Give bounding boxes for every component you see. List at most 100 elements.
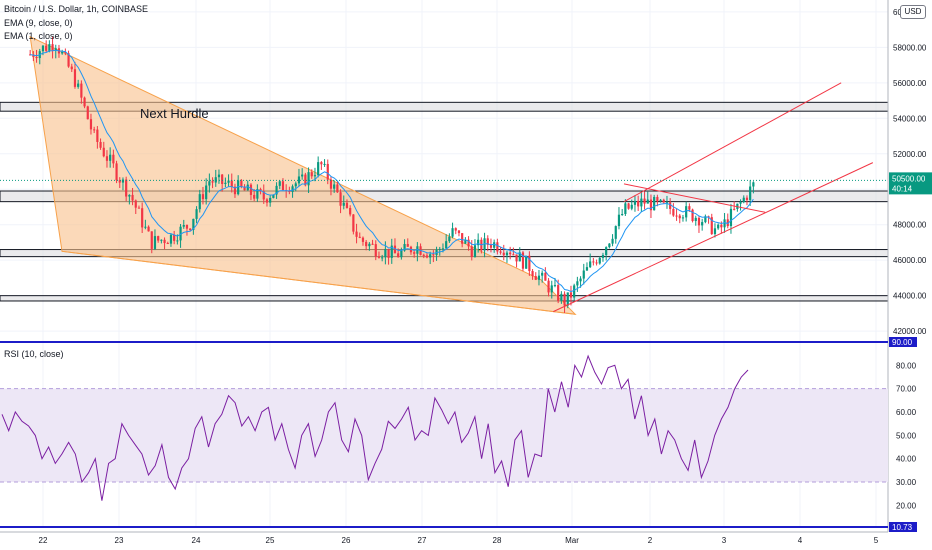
candle-body [659,199,662,202]
candle-body [585,267,589,271]
candle-body [269,197,272,203]
candle-body [675,215,678,217]
candle-body [566,292,569,306]
candle-body [176,240,179,242]
candle-body [224,182,227,184]
candle-body [333,184,336,189]
wedge-lower-line [61,250,576,315]
currency-badge[interactable]: USD [900,5,926,19]
candle-body [614,226,617,239]
candle-body [605,247,608,256]
candle-body [665,202,669,204]
time-tick-label: Mar [565,536,579,545]
candle-body [563,293,566,306]
candle-body [326,163,329,180]
candle-body [483,238,486,251]
candle-body [249,184,253,195]
rsi-label[interactable]: RSI (10, close) [4,349,64,359]
candle-body [713,228,717,235]
candle-body [544,272,547,281]
candle-body [464,239,467,244]
candle-body [729,208,733,227]
candle-body [534,276,537,280]
candle-body [214,177,217,183]
candle-body [390,245,393,258]
price-tick-label: 56000.00 [893,79,927,88]
candle-body [688,206,691,210]
time-tick-label: 24 [192,536,201,545]
candle-body [157,236,160,241]
time-tick-label: 23 [115,536,124,545]
candle-body [387,248,390,258]
candle-body [521,252,525,269]
candle-body [41,45,45,52]
candle-body [70,66,73,70]
candle-body [307,172,310,186]
rsi-tick-label: 40.00 [896,455,917,464]
candle-body [621,214,624,216]
candle-body [83,97,86,107]
candle-body [349,207,352,215]
candle-body [192,218,195,230]
candle-body [150,231,153,249]
candle-body [339,192,342,206]
candle-body [323,163,326,165]
candle-body [601,255,605,258]
ema-fast-label[interactable]: EMA (9, close, 0) [4,18,73,28]
candle-body [457,230,461,234]
candle-body [227,180,230,183]
candle-body [342,202,345,206]
candle-body [752,182,755,187]
candle-body [313,175,317,177]
candle-body [253,194,256,199]
candle-body [291,186,294,192]
time-tick-label: 25 [266,536,275,545]
candle-body [153,236,157,249]
candle-body [358,236,361,238]
candle-body [288,190,291,192]
candle-body [473,245,477,258]
candle-body [166,243,169,245]
rsi-pane[interactable]: 80.00 70.00 60.00 50.00 40.00 30.00 20.00 90.00… [0,337,917,532]
price-axis[interactable]: 60000.0058000.0056000.0054000.0052000.00… [0,0,932,532]
candle-body [185,224,189,229]
candle-body [710,217,713,235]
candle-body [624,203,627,215]
candle-body [109,154,112,161]
candle-body [413,252,416,254]
candle-body [704,216,707,223]
candle-body [691,209,694,222]
ema-slow-label[interactable]: EMA (1, close, 0) [4,31,73,41]
candle-body [272,194,275,198]
candle-body [505,252,509,256]
candle-body [160,239,163,241]
candle-body [550,285,553,293]
price-tick-label: 44000.00 [893,292,927,301]
candle-body [281,181,285,191]
candle-body [422,254,425,256]
next-hurdle-annotation: Next Hurdle [140,106,209,121]
candle-body [355,231,358,237]
candle-body [681,217,685,219]
candle-body [477,239,480,246]
candle-body [361,237,365,242]
candle-body [547,280,550,293]
countdown-label: 40:14 [892,184,913,193]
candle-body [697,217,701,226]
candle-body [198,194,201,210]
candle-body [336,184,339,193]
candle-body [205,185,208,200]
candle-body [749,186,752,201]
candle-body [669,202,672,209]
candle-body [144,226,147,228]
candle-body [61,52,64,54]
candle-body [368,243,371,247]
time-tick-label: 3 [722,536,727,545]
candle-body [345,202,349,208]
symbol-title[interactable]: Bitcoin / U.S. Dollar, 1h, COINBASE [4,4,149,14]
candle-body [723,219,726,228]
price-tick-label: 58000.00 [893,43,927,52]
candle-body [320,162,323,165]
time-axis[interactable]: 22 23 24 25 26 27 28 Mar 2 3 4 5 [0,531,888,545]
